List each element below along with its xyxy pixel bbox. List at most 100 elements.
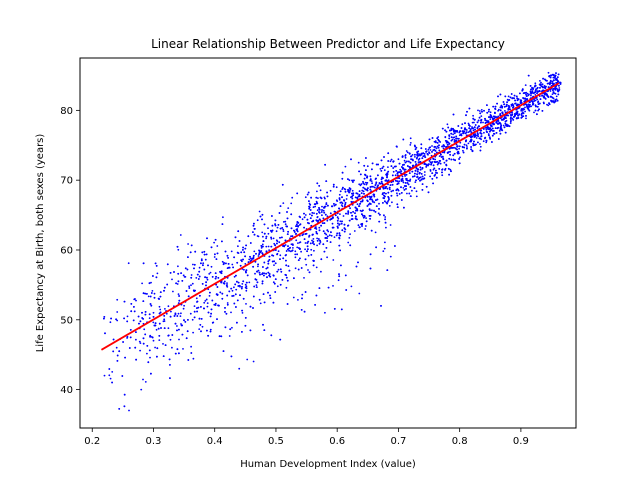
- data-point: [287, 207, 290, 210]
- data-point: [236, 299, 239, 302]
- data-point: [360, 223, 363, 226]
- data-point: [286, 217, 289, 220]
- data-point: [245, 244, 248, 247]
- data-point: [173, 271, 175, 273]
- data-point: [507, 95, 510, 98]
- data-point: [371, 198, 373, 201]
- data-point: [325, 180, 328, 183]
- data-point: [459, 141, 462, 144]
- data-point: [543, 102, 545, 105]
- data-point: [375, 177, 377, 180]
- data-point: [332, 183, 335, 186]
- data-point: [296, 246, 299, 249]
- data-point: [489, 111, 492, 114]
- data-point: [474, 128, 476, 131]
- data-point: [384, 221, 387, 224]
- data-point: [386, 173, 389, 176]
- data-point: [193, 310, 196, 313]
- data-point: [204, 276, 207, 279]
- data-point: [400, 192, 403, 194]
- data-point: [463, 143, 466, 146]
- data-point: [282, 228, 285, 231]
- data-point: [413, 175, 416, 178]
- data-point: [340, 204, 343, 207]
- data-point: [155, 265, 158, 267]
- data-point: [544, 87, 547, 90]
- data-point: [319, 239, 321, 242]
- data-point: [369, 186, 372, 188]
- data-point: [116, 298, 119, 301]
- data-point: [402, 187, 405, 189]
- data-point: [336, 216, 339, 219]
- data-point: [118, 350, 121, 353]
- data-point: [482, 121, 484, 124]
- data-point: [134, 346, 137, 349]
- data-point: [525, 95, 528, 97]
- data-point: [388, 198, 390, 201]
- data-point: [244, 263, 247, 265]
- data-point: [297, 259, 300, 261]
- data-point: [128, 409, 130, 412]
- data-point: [290, 202, 293, 205]
- data-point: [297, 225, 300, 227]
- data-point: [209, 291, 211, 294]
- data-point: [188, 285, 191, 288]
- data-point: [358, 190, 361, 193]
- data-point: [358, 183, 361, 186]
- data-point: [318, 211, 320, 213]
- data-point: [430, 163, 432, 166]
- data-point: [149, 303, 152, 305]
- data-point: [489, 118, 492, 120]
- data-point: [188, 287, 191, 289]
- data-point: [187, 256, 189, 258]
- data-point: [418, 153, 421, 156]
- data-point: [327, 286, 330, 289]
- data-point: [402, 181, 405, 184]
- data-point: [326, 235, 329, 238]
- data-point: [552, 74, 555, 77]
- data-point: [261, 213, 264, 216]
- data-point: [252, 224, 255, 227]
- data-point: [341, 220, 343, 223]
- data-point: [320, 270, 322, 273]
- data-point: [309, 209, 312, 211]
- data-point: [158, 305, 161, 308]
- data-point: [453, 139, 456, 141]
- data-point: [474, 124, 477, 126]
- data-point: [408, 172, 411, 175]
- data-point: [352, 211, 354, 213]
- data-point: [284, 223, 287, 226]
- data-point: [267, 271, 270, 274]
- data-point: [129, 329, 132, 331]
- data-point: [447, 141, 450, 144]
- data-point: [249, 329, 252, 332]
- data-point: [452, 127, 454, 130]
- data-point: [454, 130, 457, 133]
- data-point: [551, 96, 554, 99]
- data-point: [453, 132, 456, 135]
- data-point: [416, 176, 418, 179]
- data-point: [363, 183, 366, 186]
- data-point: [179, 315, 182, 317]
- data-point: [405, 188, 407, 190]
- data-point: [375, 199, 377, 202]
- data-point: [242, 249, 244, 251]
- data-point: [295, 239, 298, 242]
- data-point: [325, 233, 328, 236]
- data-point: [208, 273, 211, 275]
- data-point: [438, 149, 441, 152]
- data-point: [268, 259, 271, 261]
- data-point: [369, 179, 372, 182]
- data-point: [279, 258, 281, 260]
- data-point: [496, 102, 498, 105]
- data-point: [312, 260, 315, 262]
- data-point: [225, 312, 228, 315]
- data-point: [134, 298, 136, 300]
- data-point: [512, 104, 515, 107]
- data-point: [190, 284, 192, 287]
- data-point: [367, 203, 370, 206]
- data-point: [290, 235, 292, 238]
- data-point: [497, 126, 499, 129]
- data-point: [427, 163, 430, 166]
- data-point: [404, 155, 407, 157]
